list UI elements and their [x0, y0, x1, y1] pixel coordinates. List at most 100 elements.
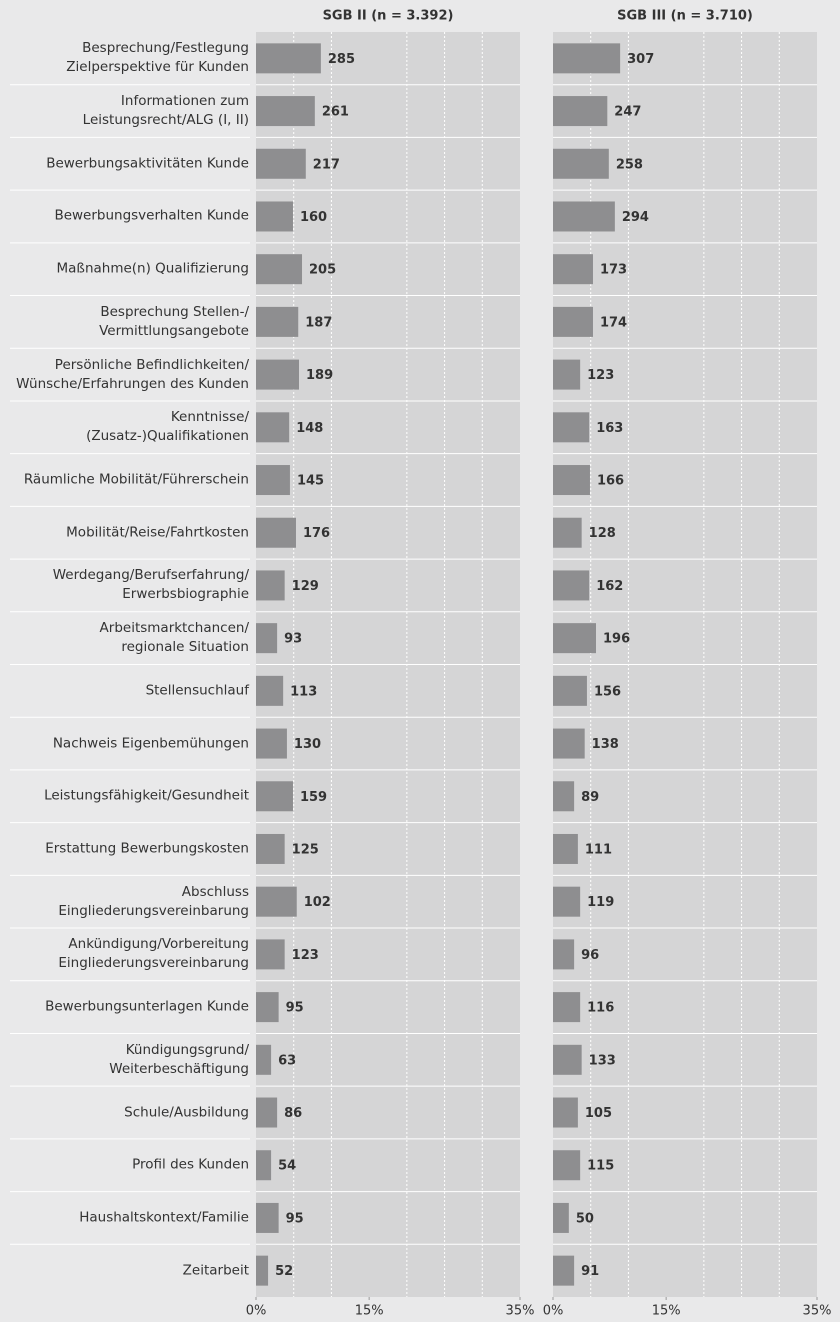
bar	[256, 992, 279, 1023]
category-label: Besprechung/Festlegung Zielperspektive f…	[66, 40, 249, 76]
bar	[553, 675, 587, 706]
bar	[256, 1044, 272, 1075]
bar	[256, 1150, 272, 1181]
value-label: 163	[596, 421, 623, 436]
bar	[256, 359, 299, 390]
bar	[256, 1202, 279, 1233]
category-label: Kenntnisse/ (Zusatz-)Qualifikationen	[86, 409, 249, 445]
category-label: Nachweis Eigenbemühungen	[52, 735, 249, 752]
value-label: 91	[581, 1264, 599, 1279]
value-label: 176	[303, 526, 330, 541]
value-label: 63	[278, 1053, 296, 1068]
value-label: 96	[581, 948, 599, 963]
value-label: 50	[576, 1211, 594, 1226]
value-label: 258	[616, 157, 643, 172]
bar	[256, 201, 293, 232]
value-label: 247	[614, 105, 641, 120]
bar	[553, 306, 593, 337]
bar	[553, 992, 581, 1023]
value-label: 205	[309, 263, 336, 278]
bar	[256, 939, 285, 970]
bar	[553, 201, 615, 232]
bar	[256, 781, 293, 812]
value-label: 173	[600, 263, 627, 278]
bar	[553, 254, 593, 285]
bar	[256, 96, 315, 127]
bar	[553, 517, 582, 548]
category-label: Zeitarbeit	[182, 1262, 249, 1279]
value-label: 123	[587, 368, 614, 383]
category-label: Stellensuchlauf	[145, 682, 249, 699]
value-label: 105	[585, 1106, 612, 1121]
value-label: 123	[292, 948, 319, 963]
bar	[256, 570, 285, 601]
category-label: Ankündigung/Vorbereitung Eingliederungsv…	[58, 936, 249, 972]
value-label: 159	[300, 790, 327, 805]
category-label: Werdegang/Berufserfahrung/ Erwerbsbiogra…	[52, 567, 249, 603]
value-label: 54	[278, 1159, 296, 1174]
panel-title: SGB II (n = 3.392)	[323, 9, 454, 24]
value-label: 187	[305, 315, 332, 330]
bar	[553, 43, 621, 74]
bar	[256, 412, 290, 443]
value-label: 86	[284, 1106, 302, 1121]
value-label: 130	[294, 737, 321, 752]
value-label: 166	[597, 474, 624, 489]
value-label: 162	[596, 579, 623, 594]
category-label: Persönliche Befindlichkeiten/ Wünsche/Er…	[16, 356, 249, 392]
value-label: 115	[587, 1159, 614, 1174]
bar	[553, 939, 575, 970]
value-label: 102	[304, 895, 331, 910]
bar	[256, 1255, 269, 1286]
category-label: Erstattung Bewerbungskosten	[45, 840, 249, 857]
bar	[553, 359, 581, 390]
panel-title: SGB III (n = 3.710)	[617, 9, 753, 24]
value-label: 217	[313, 157, 340, 172]
value-label: 119	[587, 895, 614, 910]
category-label: Bewerbungsunterlagen Kunde	[45, 998, 249, 1015]
category-label: Haushaltskontext/Familie	[79, 1209, 249, 1226]
value-label: 285	[328, 52, 355, 67]
value-label: 160	[300, 210, 327, 225]
category-label: Maßnahme(n) Qualifizierung	[56, 260, 249, 277]
value-label: 133	[589, 1053, 616, 1068]
bar	[256, 148, 306, 179]
value-label: 174	[600, 315, 627, 330]
bar	[256, 623, 278, 654]
bar	[256, 833, 285, 864]
category-label: Leistungsfähigkeit/Gesundheit	[44, 787, 249, 804]
x-tick-label: 35%	[803, 1304, 832, 1319]
bar	[553, 412, 590, 443]
x-tick-label: 15%	[355, 1304, 384, 1319]
value-label: 307	[627, 52, 654, 67]
bar	[553, 1202, 569, 1233]
category-label: Kündigungsgrund/ Weiterbeschäftigung	[109, 1041, 249, 1077]
bar	[553, 623, 596, 654]
x-tick-label: 35%	[506, 1304, 535, 1319]
category-label: Informationen zum Leistungsrecht/ALG (I,…	[82, 93, 249, 129]
value-label: 196	[603, 632, 630, 647]
bar	[553, 781, 575, 812]
category-label: Schule/Ausbildung	[124, 1104, 249, 1121]
x-tick-label: 0%	[246, 1304, 267, 1319]
value-label: 95	[286, 1001, 304, 1016]
value-label: 138	[592, 737, 619, 752]
value-label: 148	[296, 421, 323, 436]
value-label: 129	[292, 579, 319, 594]
bar	[256, 254, 303, 285]
value-label: 128	[589, 526, 616, 541]
value-label: 89	[581, 790, 599, 805]
value-label: 294	[622, 210, 649, 225]
bar	[256, 465, 290, 496]
bar	[553, 465, 590, 496]
value-label: 261	[322, 105, 349, 120]
value-label: 93	[284, 632, 302, 647]
category-label: Arbeitsmarktchancen/ regionale Situation	[99, 620, 249, 656]
value-label: 145	[297, 474, 324, 489]
category-label: Besprechung Stellen-/ Vermittlungsangebo…	[99, 303, 249, 339]
category-label: Abschluss Eingliederungsvereinbarung	[58, 883, 249, 919]
bar	[553, 833, 578, 864]
bar	[553, 148, 609, 179]
